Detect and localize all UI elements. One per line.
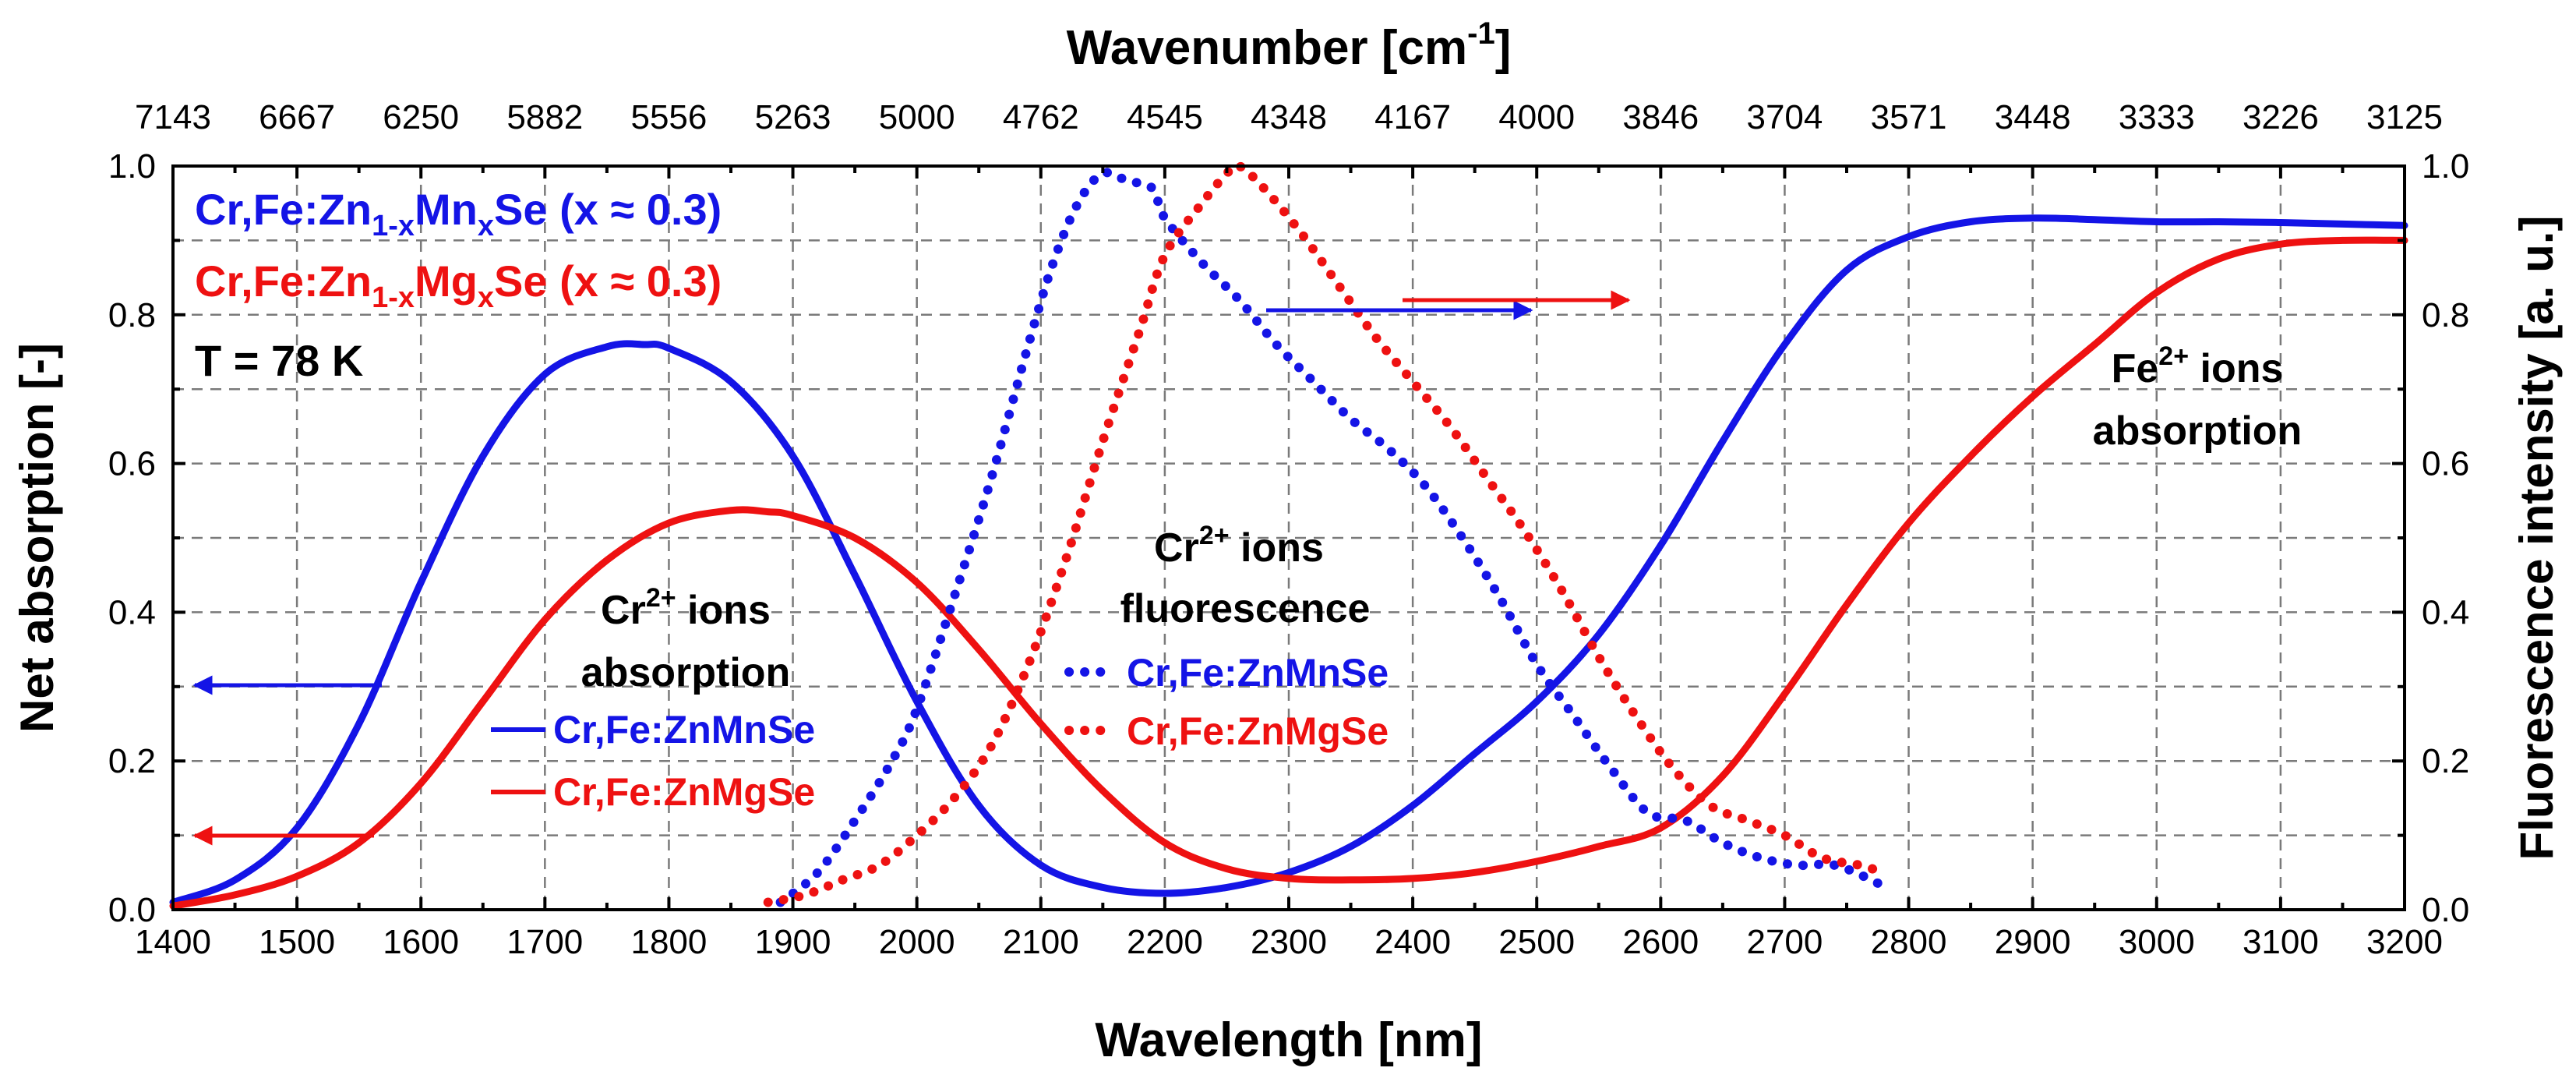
top-tick-label: 4000 [1498, 98, 1575, 136]
top-tick-label: 3333 [2119, 98, 2195, 136]
x-tick-label: 2100 [1003, 923, 1079, 961]
x-tick-label: 3000 [2119, 923, 2195, 961]
abs-annotation-title: Cr2+ ions [601, 583, 771, 633]
fe-annotation-title: Fe2+ ions [2112, 341, 2284, 391]
top-tick-label: 5556 [630, 98, 707, 136]
top-tick-label: 3448 [1995, 98, 2071, 136]
top-tick-label: 5263 [755, 98, 831, 136]
y-right-tick-label: 0.8 [2422, 296, 2469, 334]
y-right-axis-title: Fluorescence intensity [a. u.] [2511, 216, 2563, 861]
y-right-tick-label: 0.2 [2422, 742, 2469, 780]
y-right-tick-label: 0.0 [2422, 891, 2469, 929]
x-tick-label: 2600 [1622, 923, 1699, 961]
top-tick-label: 6667 [259, 98, 335, 136]
y-right-tick-label: 0.4 [2422, 593, 2469, 631]
abs-legend-mg-label: Cr,Fe:ZnMgSe [553, 770, 815, 814]
top-tick-label: 3571 [1871, 98, 1947, 136]
abs-annotation-subtitle: absorption [581, 650, 791, 695]
top-tick-label: 5000 [879, 98, 955, 136]
x-tick-label: 1400 [135, 923, 211, 961]
x-tick-label: 1500 [259, 923, 335, 961]
series-line-1 [169, 214, 2408, 906]
series-layer [169, 161, 2408, 910]
y-right-tick-label: 1.0 [2422, 147, 2469, 186]
grid [173, 166, 2405, 910]
y-left-tick-label: 0.0 [108, 891, 156, 929]
x-tick-label: 2400 [1374, 923, 1451, 961]
top-tick-label: 4348 [1251, 98, 1327, 136]
x-tick-label: 2500 [1498, 923, 1575, 961]
y-left-tick-label: 0.4 [108, 593, 156, 631]
series-line-4 [763, 161, 1889, 907]
top-tick-label: 4545 [1127, 98, 1203, 136]
x-tick-label: 2800 [1871, 923, 1947, 961]
abs-legend-mn-label: Cr,Fe:ZnMnSe [553, 708, 815, 751]
y-left-tick-label: 0.2 [108, 742, 156, 780]
fl-annotation-subtitle: fluorescence [1120, 586, 1371, 631]
top-tick-label: 3846 [1622, 98, 1699, 136]
y-left-axis-title: Net absorption [-] [11, 343, 63, 733]
x-tick-label: 2000 [879, 923, 955, 961]
y-right-tick-label: 0.6 [2422, 445, 2469, 483]
y-left-tick-label: 1.0 [108, 147, 156, 186]
x-tick-label: 2300 [1251, 923, 1327, 961]
top-axis-title: Wavenumber [cm-1] [1067, 16, 1512, 75]
x-tick-label: 2200 [1127, 923, 1203, 961]
fl-annotation-title: Cr2+ ions [1154, 521, 1324, 571]
x-tick-label: 2700 [1746, 923, 1823, 961]
axis-ticks: 1400 7143 1500 6667 1600 6250 1700 5882 1800 5556… [108, 98, 2469, 961]
top-tick-label: 4167 [1374, 98, 1451, 136]
fl-legend-mg-label: Cr,Fe:ZnMgSe [1127, 709, 1389, 753]
top-tick-label: 6250 [383, 98, 459, 136]
x-axis-title: Wavelength [nm] [1095, 1013, 1482, 1067]
x-tick-label: 1800 [630, 923, 707, 961]
x-tick-label: 2900 [1995, 923, 2071, 961]
x-tick-label: 1900 [755, 923, 831, 961]
fe-annotation-subtitle: absorption [2093, 408, 2303, 454]
top-tick-label: 5882 [506, 98, 583, 136]
series-line-2 [169, 236, 2408, 910]
legend-mg-title: Cr,Fe:Zn1-xMgxSe (x ≈ 0.3) [195, 256, 722, 314]
top-tick-label: 3704 [1746, 98, 1823, 136]
top-tick-label: 3226 [2243, 98, 2319, 136]
top-tick-label: 3125 [2366, 98, 2443, 136]
x-tick-label: 3200 [2366, 923, 2443, 961]
y-left-tick-label: 0.8 [108, 296, 156, 334]
top-tick-label: 4762 [1003, 98, 1079, 136]
legend-mn-title: Cr,Fe:Zn1-xMnxSe (x ≈ 0.3) [195, 185, 722, 242]
x-tick-label: 1700 [506, 923, 583, 961]
x-tick-label: 1600 [383, 923, 459, 961]
temperature-label: T = 78 K [195, 336, 363, 385]
fl-legend-mn-label: Cr,Fe:ZnMnSe [1127, 651, 1389, 695]
y-left-tick-label: 0.6 [108, 445, 156, 483]
x-tick-label: 3100 [2243, 923, 2319, 961]
top-tick-label: 7143 [135, 98, 211, 136]
